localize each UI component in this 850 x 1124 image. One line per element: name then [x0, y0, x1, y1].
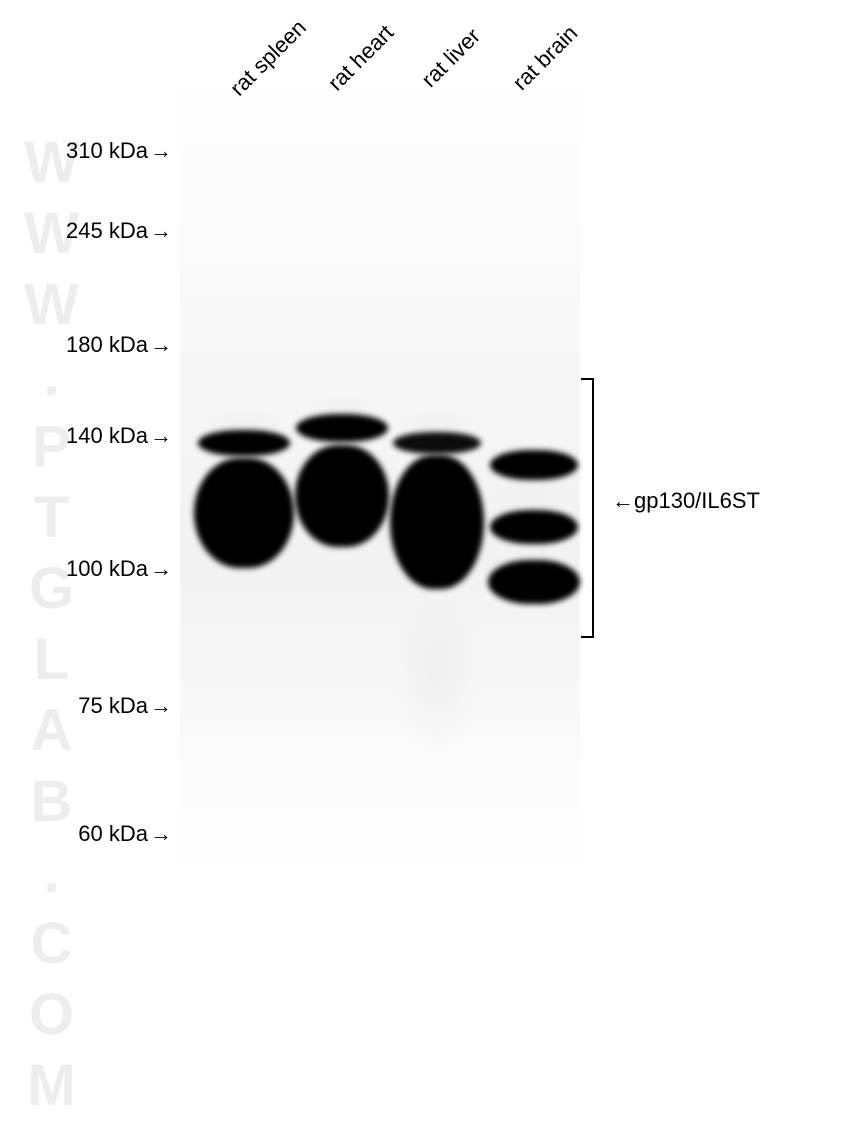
blot-image-region: [180, 90, 580, 870]
right-arrow-icon: →: [150, 218, 172, 244]
band-8: [490, 510, 578, 544]
band-2: [194, 458, 294, 568]
target-label: ←gp130/IL6ST: [612, 488, 760, 514]
band-9: [488, 560, 580, 604]
band-3: [296, 414, 388, 442]
lane-label-1: rat spleen: [225, 15, 312, 102]
right-arrow-icon: →: [150, 423, 172, 449]
right-arrow-icon: →: [150, 693, 172, 719]
target-bracket: [592, 378, 594, 638]
smear-1: [394, 592, 480, 752]
mw-marker-7: 60 kDa→: [78, 821, 172, 847]
right-arrow-icon: →: [150, 138, 172, 164]
band-7: [490, 450, 578, 480]
lane-label-2: rat heart: [323, 20, 399, 96]
target-text: gp130/IL6ST: [634, 488, 760, 513]
band-6: [390, 455, 484, 589]
watermark: WWW.PTGLAB.COM: [18, 130, 85, 1124]
lane-label-4: rat brain: [508, 20, 583, 95]
mw-marker-6: 75 kDa→: [78, 693, 172, 719]
left-arrow-icon: ←: [612, 488, 634, 513]
band-1: [198, 430, 290, 456]
band-5: [393, 432, 481, 454]
right-arrow-icon: →: [150, 332, 172, 358]
right-arrow-icon: →: [150, 556, 172, 582]
mw-marker-4: 140 kDa→: [66, 423, 172, 449]
right-arrow-icon: →: [150, 821, 172, 847]
smear-2: [493, 480, 575, 510]
mw-marker-5: 100 kDa→: [66, 556, 172, 582]
mw-marker-3: 180 kDa→: [66, 332, 172, 358]
mw-marker-1: 310 kDa→: [66, 138, 172, 164]
mw-marker-2: 245 kDa→: [66, 218, 172, 244]
band-4: [295, 445, 389, 547]
lane-label-3: rat liver: [416, 23, 485, 92]
